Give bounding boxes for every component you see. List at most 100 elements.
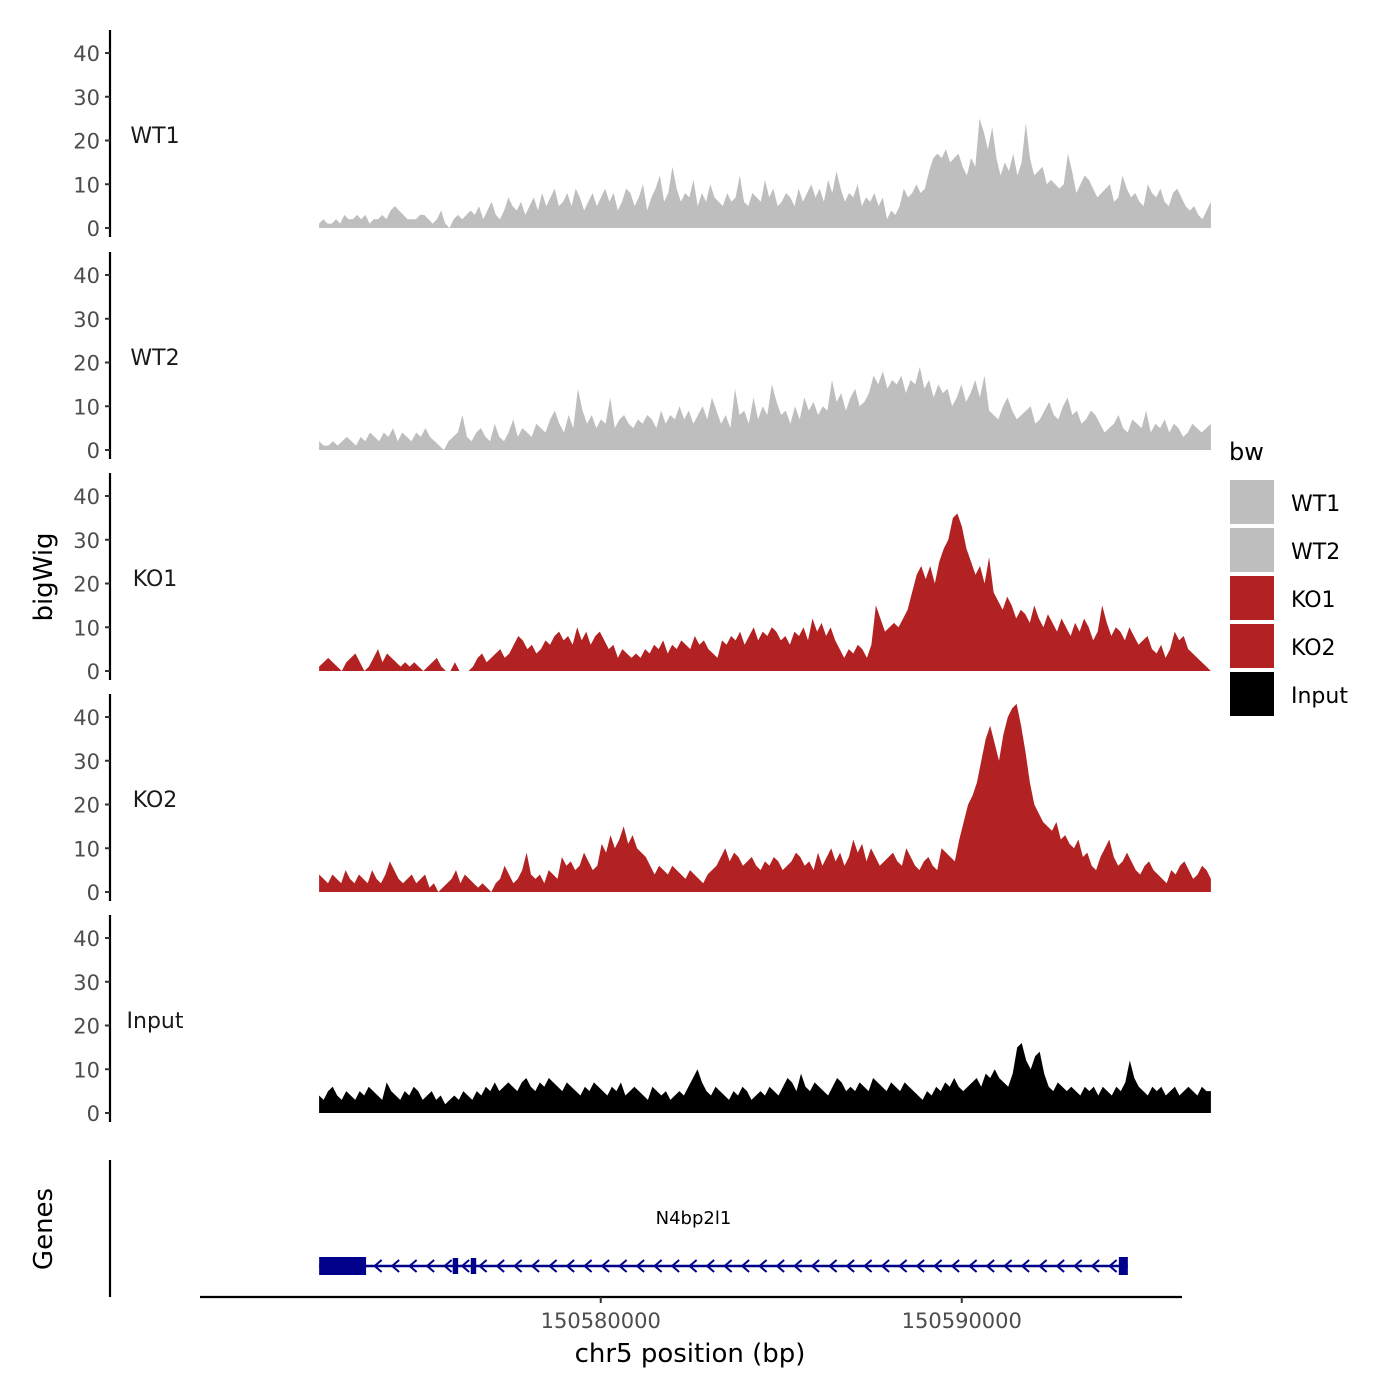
track-label: KO1 (133, 567, 178, 592)
legend-title: bw (1229, 438, 1264, 466)
x-tick-label: 150590000 (902, 1309, 1022, 1333)
gene-track: N4bp2l1 (108, 1160, 1128, 1297)
strand-arrow (653, 1259, 663, 1273)
strand-arrow (530, 1259, 540, 1273)
y-tick-label: 10 (73, 395, 100, 419)
area-ko2 (319, 703, 1211, 892)
strand-arrow (443, 1259, 453, 1273)
strand-arrow (1038, 1259, 1048, 1273)
area-ko1 (319, 513, 1211, 671)
legend-label-wt1: WT1 (1291, 492, 1340, 517)
strand-arrow (600, 1259, 610, 1273)
gene-exon (452, 1258, 459, 1274)
y-tick-label: 0 (87, 660, 100, 684)
strand-arrow (863, 1259, 873, 1273)
y-tick-label: 40 (73, 927, 100, 951)
strand-arrow (758, 1259, 768, 1273)
legend-swatch-wt2 (1230, 528, 1274, 572)
y-tick-label: 10 (73, 837, 100, 861)
y-tick-label: 0 (87, 1102, 100, 1126)
track-wt2: 0 10 20 30 40 WT2 (73, 252, 1211, 463)
strand-arrow (373, 1259, 383, 1273)
strand-arrow (898, 1259, 908, 1273)
strand-arrow (985, 1259, 995, 1273)
gene-name-label: N4bp2l1 (656, 1208, 732, 1229)
y-axis-title: bigWig (29, 532, 59, 621)
y-tick-label: 40 (73, 42, 100, 66)
area-wt2 (319, 366, 1211, 450)
y-tick-label: 30 (73, 971, 100, 995)
strand-arrow (723, 1259, 733, 1273)
legend: bw WT1 WT2 KO1 KO2 Input (1229, 438, 1348, 716)
strand-arrow (793, 1259, 803, 1273)
y-tick-label: 20 (73, 130, 100, 154)
strand-arrow (845, 1259, 855, 1273)
legend-swatch-ko1 (1230, 576, 1274, 620)
y-tick-label: 0 (87, 881, 100, 905)
y-tick-label: 40 (73, 485, 100, 509)
y-tick-label: 0 (87, 439, 100, 463)
y-tick-label: 30 (73, 750, 100, 774)
y-tick-label: 20 (73, 1015, 100, 1039)
x-tick-label: 150580000 (541, 1309, 661, 1333)
genes-axis-title: Genes (29, 1188, 59, 1270)
strand-arrow (828, 1259, 838, 1273)
track-ko1: 0 10 20 30 40 KO1 (73, 473, 1211, 684)
legend-label-ko1: KO1 (1291, 588, 1336, 613)
gene-exon (1118, 1257, 1128, 1275)
legend-swatch-ko2 (1230, 624, 1274, 668)
y-tick-label: 40 (73, 264, 100, 288)
x-axis: 150580000 150590000 (200, 1295, 1182, 1333)
strand-arrow (933, 1259, 943, 1273)
track-label: KO2 (133, 788, 178, 813)
strand-arrow (810, 1259, 820, 1273)
strand-arrow (478, 1259, 488, 1273)
legend-label-wt2: WT2 (1291, 540, 1340, 565)
gene-n4bp2l1: N4bp2l1 (319, 1208, 1128, 1275)
y-tick-label: 0 (87, 217, 100, 241)
bigwig-tracks: 0 10 20 30 40 WT1 0 10 20 30 40 WT2 0 10 20 30 40 KO1 0 10 2… (73, 30, 1211, 1126)
strand-arrow (1055, 1259, 1065, 1273)
strand-arrow (495, 1259, 505, 1273)
y-tick-label: 10 (73, 173, 100, 197)
legend-label-input: Input (1291, 684, 1348, 709)
track-label: WT2 (130, 346, 179, 371)
x-axis-title: chr5 position (bp) (575, 1339, 806, 1369)
y-tick-label: 40 (73, 706, 100, 730)
strand-arrow (740, 1259, 750, 1273)
strand-arrow (688, 1259, 698, 1273)
strand-arrow (950, 1259, 960, 1273)
y-tick-label: 30 (73, 308, 100, 332)
track-ko2: 0 10 20 30 40 KO2 (73, 694, 1211, 905)
track-wt1: 0 10 20 30 40 WT1 (73, 30, 1211, 241)
y-tick-label: 20 (73, 794, 100, 818)
legend-swatch-input (1230, 672, 1274, 716)
track-input: 0 10 20 30 40 Input (73, 915, 1211, 1126)
area-wt1 (319, 118, 1211, 228)
strand-arrow (1090, 1259, 1100, 1273)
strand-arrow (408, 1259, 418, 1273)
y-tick-label: 20 (73, 573, 100, 597)
y-tick-label: 10 (73, 616, 100, 640)
strand-arrow (670, 1259, 680, 1273)
track-label: WT1 (130, 124, 179, 149)
strand-arrow (1003, 1259, 1013, 1273)
strand-arrow (968, 1259, 978, 1273)
strand-arrow (390, 1259, 400, 1273)
strand-arrow (1020, 1259, 1030, 1273)
strand-arrow (460, 1259, 470, 1273)
legend-label-ko2: KO2 (1291, 636, 1336, 661)
strand-arrow (705, 1259, 715, 1273)
y-tick-label: 30 (73, 86, 100, 110)
y-tick-label: 10 (73, 1058, 100, 1082)
track-label: Input (127, 1009, 184, 1034)
strand-arrow (915, 1259, 925, 1273)
strand-arrow (565, 1259, 575, 1273)
area-input (319, 1043, 1211, 1113)
gene-exon (319, 1257, 367, 1275)
legend-swatch-wt1 (1230, 480, 1274, 524)
strand-arrow (880, 1259, 890, 1273)
strand-arrow (548, 1259, 558, 1273)
strand-arrow (425, 1259, 435, 1273)
